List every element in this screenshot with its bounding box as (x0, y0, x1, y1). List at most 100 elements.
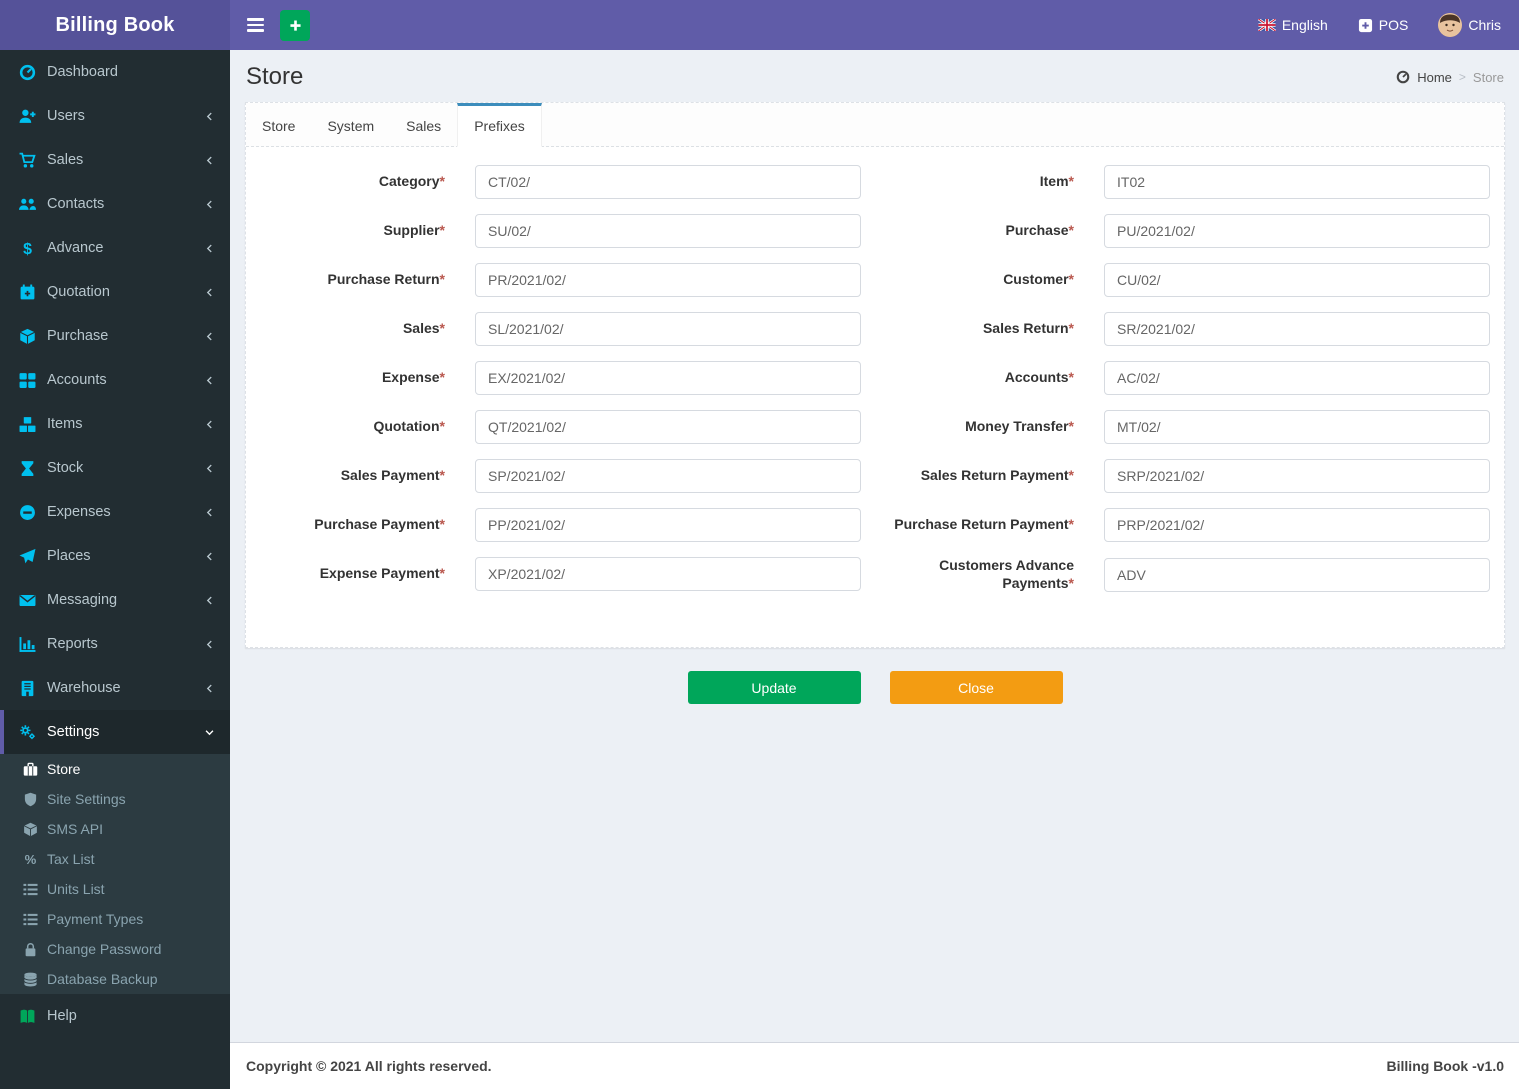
chevron-left-icon (204, 331, 215, 342)
required-marker: * (1068, 574, 1074, 591)
required-marker: * (1068, 516, 1074, 533)
sidebar-item-sms-api[interactable]: SMS API (0, 814, 230, 844)
quick-add-button[interactable] (280, 9, 310, 41)
sidebar-item-users[interactable]: Users (0, 94, 230, 138)
sidebar-item-change-password[interactable]: Change Password (0, 934, 230, 964)
svg-text:$: $ (23, 240, 32, 256)
copyright-text: Copyright © 2021 All rights reserved. (246, 1058, 492, 1074)
accounts-prefix-input[interactable] (1104, 361, 1490, 395)
supplier-prefix-input[interactable] (475, 214, 861, 248)
prefixes-form: Category* Supplier* Purchase Return* Sal… (246, 147, 1504, 647)
sidebar-item-sales[interactable]: Sales (0, 138, 230, 182)
required-marker: * (1068, 173, 1074, 190)
sidebar-item-advance[interactable]: $ Advance (0, 226, 230, 270)
sidebar-toggle-button[interactable] (238, 0, 272, 50)
sidebar-item-help[interactable]: Help (0, 994, 230, 1038)
required-marker: * (1068, 320, 1074, 337)
expense-prefix-input[interactable] (475, 361, 861, 395)
required-marker: * (439, 173, 445, 190)
sidebar-item-contacts[interactable]: Contacts (0, 182, 230, 226)
update-button[interactable]: Update (687, 671, 861, 704)
tab-store[interactable]: Store (262, 118, 296, 134)
sidebar-item-tax-list[interactable]: % Tax List (24, 851, 95, 867)
sales-prefix-input[interactable] (475, 312, 861, 346)
sidebar-item-items[interactable]: Items (0, 402, 230, 446)
item-prefix-input[interactable] (1104, 165, 1490, 199)
pos-label: POS (1378, 17, 1409, 33)
users-icon (19, 196, 36, 213)
avatar (1438, 13, 1463, 37)
tab-system[interactable]: System (327, 118, 375, 134)
sidebar-item-store[interactable]: Store (0, 754, 230, 784)
language-menu[interactable]: English (1257, 17, 1328, 33)
sidebar-item-quotation[interactable]: Quotation (0, 270, 230, 314)
sidebar-item-units-list[interactable]: Units List (0, 874, 230, 904)
sidebar-item-expenses[interactable]: Expenses (0, 490, 230, 534)
sidebar-item-reports[interactable]: Reports (0, 622, 230, 666)
cart-icon (19, 152, 36, 169)
hourglass-icon (19, 460, 36, 477)
sidebar-item-purchase[interactable]: Purchase (0, 314, 230, 358)
dollar-icon: $ (19, 240, 36, 256)
chevron-left-icon (204, 683, 215, 694)
purchase-payment-prefix-input[interactable] (475, 508, 861, 542)
sidebar-item-site-settings[interactable]: Site Settings (0, 784, 230, 814)
customer-prefix-input[interactable] (1104, 263, 1490, 297)
sidebar-item-accounts[interactable]: Accounts (0, 358, 230, 402)
pos-button[interactable]: POS (1358, 17, 1409, 33)
chevron-left-icon (204, 507, 215, 518)
tab-sales[interactable]: Sales (406, 118, 442, 134)
field-label: Customer* (1003, 271, 1074, 288)
field-label: Purchase Return Payment* (894, 516, 1074, 533)
required-marker: * (439, 467, 445, 484)
sidebar-item-stock[interactable]: Stock (0, 446, 230, 490)
field-label: Sales Return Payment* (920, 467, 1074, 484)
briefcase-icon (23, 762, 38, 777)
hamburger-icon (246, 18, 264, 21)
sidebar-item-warehouse[interactable]: Warehouse (0, 666, 230, 710)
home-icon (1396, 70, 1410, 84)
quotation-prefix-input[interactable] (475, 410, 861, 444)
sidebar-item-dashboard[interactable]: Dashboard (0, 50, 230, 94)
app-logo[interactable]: Billing Book (0, 0, 230, 50)
form-field: Accounts* (884, 361, 1504, 395)
purchase-prefix-input[interactable] (1104, 214, 1490, 248)
category-prefix-input[interactable] (475, 165, 861, 199)
sidebar-item-places[interactable]: Places (0, 534, 230, 578)
plus-icon (288, 18, 303, 33)
bar-chart-icon (19, 636, 36, 653)
form-field: Item* (884, 165, 1504, 199)
breadcrumb: Home > Store (1396, 70, 1504, 85)
language-flag-icon (1257, 19, 1276, 31)
sales-return-prefix-input[interactable] (1104, 312, 1490, 346)
sidebar-item-settings[interactable]: Settings (0, 710, 230, 754)
close-button[interactable]: Close (889, 671, 1063, 704)
form-field: Category* (255, 165, 875, 199)
customers-advance-payments-prefix-input[interactable] (1104, 557, 1490, 592)
breadcrumb-home-link[interactable]: Home (1417, 69, 1452, 85)
sidebar-item-payment-types[interactable]: Payment Types (0, 904, 230, 934)
chevron-left-icon (204, 595, 215, 606)
purchase-return-payment-prefix-input[interactable] (1104, 508, 1490, 542)
money-transfer-prefix-input[interactable] (1104, 410, 1490, 444)
expense-payment-prefix-input[interactable] (475, 557, 861, 591)
footer: Copyright © 2021 All rights reserved. Bi… (230, 1042, 1519, 1089)
required-marker: * (439, 222, 445, 239)
gears-icon (19, 724, 36, 741)
sales-payment-prefix-input[interactable] (475, 459, 861, 493)
chevron-left-icon (204, 463, 215, 474)
required-marker: * (439, 320, 445, 337)
sidebar-item-messaging[interactable]: Messaging (0, 578, 230, 622)
purchase-return-prefix-input[interactable] (475, 263, 861, 297)
user-menu[interactable]: Chris (1438, 13, 1501, 37)
breadcrumb-separator: > (1458, 70, 1466, 84)
required-marker: * (1068, 467, 1074, 484)
database-icon (23, 972, 38, 987)
sales-return-payment-prefix-input[interactable] (1104, 459, 1490, 493)
tab-prefixes[interactable]: Prefixes (457, 103, 542, 147)
sidebar-item-database-backup[interactable]: Database Backup (0, 964, 230, 994)
language-label: English (1281, 17, 1328, 33)
main-content: Store Home > Store Store System Sales Pr… (230, 50, 1519, 1089)
form-field: Purchase Payment* (255, 508, 875, 542)
form-field: Customers Advance Payments* (884, 557, 1504, 592)
